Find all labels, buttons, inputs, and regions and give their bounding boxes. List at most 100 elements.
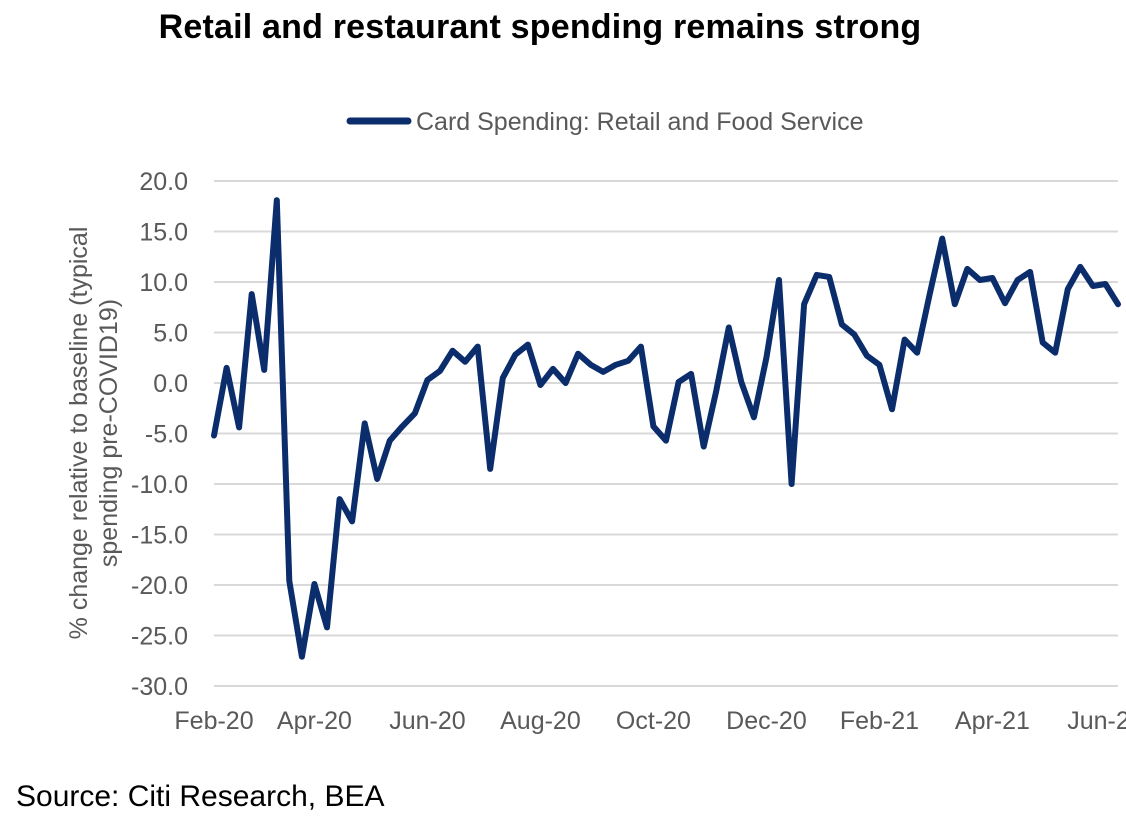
data-point <box>703 446 705 448</box>
data-point <box>690 373 692 375</box>
data-point <box>1029 271 1031 273</box>
series-line-card-spending <box>211 197 1121 660</box>
data-point <box>828 276 830 278</box>
data-point <box>414 412 416 414</box>
y-tick-label: 20.0 <box>139 168 188 196</box>
data-point <box>678 381 680 383</box>
data-point <box>941 238 943 240</box>
data-point <box>376 478 378 480</box>
y-axis-title-line-1: % change relative to baseline (typical <box>65 227 93 640</box>
data-point <box>439 370 441 372</box>
x-tick-label: Apr-21 <box>955 707 1030 735</box>
data-point <box>577 353 579 355</box>
y-tick-label: -30.0 <box>131 673 188 701</box>
data-point <box>627 360 629 362</box>
data-point <box>715 390 717 392</box>
data-point <box>765 357 767 359</box>
data-point <box>866 355 868 357</box>
x-tick-label: Dec-20 <box>726 707 807 735</box>
data-point <box>514 354 516 356</box>
data-point <box>954 303 956 305</box>
x-tick-label: Jun-21 <box>1067 707 1126 735</box>
gridlines <box>214 180 1118 687</box>
data-point <box>841 323 843 325</box>
data-point <box>891 408 893 410</box>
data-point <box>527 344 529 346</box>
data-point <box>929 293 931 295</box>
data-point <box>904 339 906 341</box>
y-tick-label: -5.0 <box>145 421 188 449</box>
data-point <box>351 520 353 522</box>
data-point <box>263 369 265 371</box>
data-point <box>426 379 428 381</box>
y-tick-label: 5.0 <box>153 320 188 348</box>
data-point <box>878 364 880 366</box>
data-point <box>464 361 466 363</box>
data-point <box>364 422 366 424</box>
data-point <box>565 382 567 384</box>
y-tick-label: 0.0 <box>153 370 188 398</box>
chart-title: Retail and restaurant spending remains s… <box>158 8 922 46</box>
x-tick-label: Apr-20 <box>277 707 352 735</box>
data-point <box>652 425 654 427</box>
data-point <box>740 381 742 383</box>
x-tick-label: Feb-20 <box>174 707 253 735</box>
data-point <box>326 626 328 628</box>
data-point <box>489 468 491 470</box>
data-point <box>1092 285 1094 287</box>
data-point <box>640 346 642 348</box>
y-tick-label: -15.0 <box>131 522 188 550</box>
data-point <box>1054 352 1056 354</box>
data-point <box>791 483 793 485</box>
data-point <box>602 371 604 373</box>
legend: Card Spending: Retail and Food Service <box>346 108 864 136</box>
y-tick-label: -10.0 <box>131 471 188 499</box>
data-point <box>916 352 918 354</box>
data-point <box>301 656 303 658</box>
data-point <box>288 580 290 582</box>
y-tick-label: -20.0 <box>131 572 188 600</box>
x-tick-label: Feb-21 <box>840 707 919 735</box>
data-point <box>1079 266 1081 268</box>
data-point <box>401 425 403 427</box>
data-point <box>991 277 993 279</box>
legend-label: Card Spending: Retail and Food Service <box>416 108 864 136</box>
y-axis-title: % change relative to baseline (typical s… <box>65 227 123 640</box>
data-point <box>778 279 780 281</box>
data-point <box>979 279 981 281</box>
data-point <box>552 368 554 370</box>
data-point <box>728 326 730 328</box>
line-chart: Card Spending: Retail and Food Service 2… <box>65 108 1126 735</box>
data-point <box>966 268 968 270</box>
data-point <box>816 274 818 276</box>
x-tick-label: Jun-20 <box>389 707 465 735</box>
data-point <box>226 367 228 369</box>
data-point <box>753 416 755 418</box>
y-axis-title-line-2: spending pre-COVID19) <box>95 299 123 567</box>
data-point <box>502 377 504 379</box>
y-axis-ticks: 20.0 15.0 10.0 5.0 0.0 -5.0 -10.0 -15.0 -20.0 -25… <box>131 168 188 701</box>
data-point <box>539 384 541 386</box>
x-tick-label: Oct-20 <box>616 707 691 735</box>
y-tick-label: 10.0 <box>139 269 188 297</box>
data-point <box>452 350 454 352</box>
data-point <box>276 199 278 201</box>
data-point <box>238 426 240 428</box>
data-point <box>853 334 855 336</box>
data-point <box>665 440 667 442</box>
data-point <box>313 583 315 585</box>
data-point <box>1067 288 1069 290</box>
source-note: Source: Citi Research, BEA <box>16 780 385 813</box>
data-point <box>615 364 617 366</box>
data-point <box>477 346 479 348</box>
data-point <box>1004 302 1006 304</box>
data-point <box>251 293 253 295</box>
data-point <box>1104 283 1106 285</box>
x-tick-label: Aug-20 <box>500 707 581 735</box>
data-point <box>1117 303 1119 305</box>
series-group <box>211 197 1121 660</box>
y-tick-label: -25.0 <box>131 623 188 651</box>
data-point <box>339 498 341 500</box>
data-point <box>389 440 391 442</box>
data-point <box>213 435 215 437</box>
